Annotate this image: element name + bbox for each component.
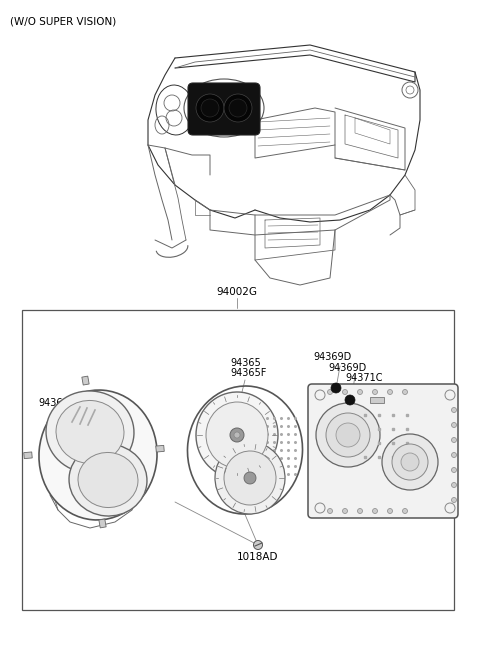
Circle shape xyxy=(387,390,393,394)
Bar xyxy=(99,519,106,528)
Ellipse shape xyxy=(78,453,138,508)
Circle shape xyxy=(452,468,456,472)
Bar xyxy=(370,397,384,403)
Bar xyxy=(82,376,89,385)
FancyBboxPatch shape xyxy=(188,83,260,135)
Circle shape xyxy=(452,453,456,457)
Text: 94369D: 94369D xyxy=(313,352,351,362)
Circle shape xyxy=(234,432,240,438)
Text: 94365: 94365 xyxy=(230,358,261,368)
Circle shape xyxy=(392,444,428,480)
Ellipse shape xyxy=(196,392,278,478)
Circle shape xyxy=(358,390,362,394)
Circle shape xyxy=(326,413,370,457)
Circle shape xyxy=(382,434,438,490)
Circle shape xyxy=(327,508,333,514)
Circle shape xyxy=(229,99,247,117)
Circle shape xyxy=(316,403,380,467)
Bar xyxy=(156,445,164,452)
Circle shape xyxy=(452,498,456,502)
Circle shape xyxy=(452,407,456,413)
Circle shape xyxy=(331,383,341,393)
Ellipse shape xyxy=(56,400,124,464)
Circle shape xyxy=(244,472,256,484)
Circle shape xyxy=(403,390,408,394)
Ellipse shape xyxy=(215,442,285,514)
Circle shape xyxy=(336,423,360,447)
Text: 94365F: 94365F xyxy=(230,368,266,378)
Text: 94369D: 94369D xyxy=(328,363,366,373)
Circle shape xyxy=(358,508,362,514)
Ellipse shape xyxy=(206,402,268,468)
Circle shape xyxy=(196,94,224,122)
Text: 94002G: 94002G xyxy=(216,287,257,297)
Ellipse shape xyxy=(224,451,276,505)
Text: 1018AD: 1018AD xyxy=(237,552,279,562)
Circle shape xyxy=(345,395,355,405)
Circle shape xyxy=(343,390,348,394)
Circle shape xyxy=(452,422,456,428)
Text: 94371C: 94371C xyxy=(345,373,383,383)
Circle shape xyxy=(327,390,333,394)
Circle shape xyxy=(401,453,419,471)
Ellipse shape xyxy=(39,390,157,520)
Text: (W/O SUPER VISION): (W/O SUPER VISION) xyxy=(10,16,116,26)
Ellipse shape xyxy=(69,444,147,516)
Circle shape xyxy=(201,99,219,117)
Bar xyxy=(24,452,32,458)
FancyBboxPatch shape xyxy=(308,384,458,518)
Ellipse shape xyxy=(46,391,134,473)
Circle shape xyxy=(224,94,252,122)
Circle shape xyxy=(343,508,348,514)
Circle shape xyxy=(452,483,456,487)
Text: 94360A: 94360A xyxy=(38,398,75,408)
Bar xyxy=(22,310,454,610)
Circle shape xyxy=(452,438,456,443)
Circle shape xyxy=(387,508,393,514)
Circle shape xyxy=(372,390,377,394)
Circle shape xyxy=(230,428,244,442)
Circle shape xyxy=(403,508,408,514)
Circle shape xyxy=(253,540,263,550)
Circle shape xyxy=(372,508,377,514)
